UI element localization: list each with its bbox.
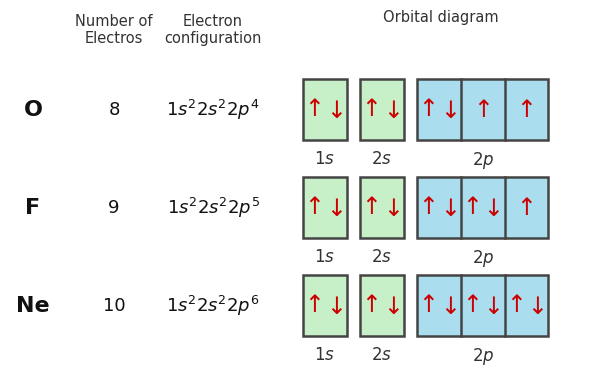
Bar xyxy=(417,177,548,238)
Text: $1s$: $1s$ xyxy=(314,248,335,266)
Text: ↑: ↑ xyxy=(418,96,438,121)
Text: $1s^22s^22p^6$: $1s^22s^22p^6$ xyxy=(166,294,260,318)
Text: ↑: ↑ xyxy=(418,292,438,317)
Text: ↓: ↓ xyxy=(326,99,346,123)
Text: ↑: ↑ xyxy=(304,96,324,121)
Text: ↑: ↑ xyxy=(418,194,438,219)
Text: $2s$: $2s$ xyxy=(371,150,392,168)
Text: ↑: ↑ xyxy=(361,292,381,317)
Text: ↑: ↑ xyxy=(517,196,536,220)
Text: ↑: ↑ xyxy=(473,98,493,122)
Text: ↑: ↑ xyxy=(361,194,381,219)
Text: Ne: Ne xyxy=(16,296,50,316)
Text: $2p$: $2p$ xyxy=(472,346,494,367)
Text: ↑: ↑ xyxy=(506,292,526,317)
Bar xyxy=(303,275,347,336)
Bar xyxy=(417,275,548,336)
Text: Number of
Electros: Number of Electros xyxy=(75,14,153,46)
Text: F: F xyxy=(25,198,41,218)
Text: Electron
configuration: Electron configuration xyxy=(164,14,262,46)
Text: ↓: ↓ xyxy=(440,295,460,319)
Text: ↑: ↑ xyxy=(304,292,324,317)
Text: ↑: ↑ xyxy=(462,292,482,317)
Text: ↑: ↑ xyxy=(517,98,536,122)
Bar xyxy=(303,79,347,140)
Bar xyxy=(360,177,404,238)
Text: ↓: ↓ xyxy=(383,295,403,319)
Bar xyxy=(417,79,548,140)
Bar xyxy=(360,79,404,140)
Text: $1s$: $1s$ xyxy=(314,346,335,364)
Text: $2p$: $2p$ xyxy=(472,150,494,171)
Text: $2s$: $2s$ xyxy=(371,346,392,364)
Text: $1s$: $1s$ xyxy=(314,150,335,168)
Text: O: O xyxy=(23,100,43,120)
Text: $1s^22s^22p^5$: $1s^22s^22p^5$ xyxy=(167,196,259,220)
Text: ↓: ↓ xyxy=(383,197,403,221)
Text: Orbital diagram: Orbital diagram xyxy=(383,10,499,25)
Text: ↓: ↓ xyxy=(383,99,403,123)
Text: ↓: ↓ xyxy=(440,99,460,123)
Text: $2s$: $2s$ xyxy=(371,248,392,266)
Text: 8: 8 xyxy=(109,101,119,119)
Bar xyxy=(303,177,347,238)
Text: ↓: ↓ xyxy=(326,295,346,319)
Text: ↓: ↓ xyxy=(484,197,503,221)
Bar xyxy=(360,275,404,336)
Text: ↑: ↑ xyxy=(462,194,482,219)
Text: $1s^22s^22p^4$: $1s^22s^22p^4$ xyxy=(166,98,260,122)
Text: $2p$: $2p$ xyxy=(472,248,494,269)
Text: ↓: ↓ xyxy=(484,295,503,319)
Text: ↑: ↑ xyxy=(304,194,324,219)
Text: 9: 9 xyxy=(108,199,120,217)
Text: 10: 10 xyxy=(103,297,125,315)
Text: ↓: ↓ xyxy=(527,295,547,319)
Text: ↑: ↑ xyxy=(361,96,381,121)
Text: ↓: ↓ xyxy=(440,197,460,221)
Text: ↓: ↓ xyxy=(326,197,346,221)
